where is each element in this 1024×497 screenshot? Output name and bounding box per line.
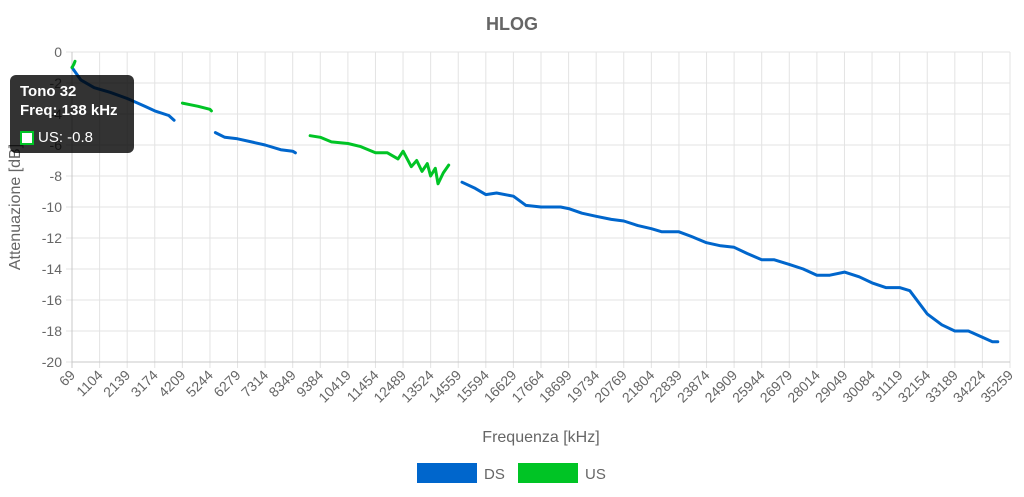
tooltip-row: US: -0.8 bbox=[20, 128, 124, 147]
x-tick-label: 3174 bbox=[128, 367, 161, 400]
series-line-us bbox=[70, 59, 77, 69]
legend-item-us[interactable]: US bbox=[518, 463, 606, 483]
y-tick-label: -14 bbox=[42, 261, 62, 277]
x-tick-label: 7314 bbox=[238, 367, 271, 400]
series-line-ds bbox=[460, 180, 1000, 344]
x-tick-label: 6279 bbox=[210, 367, 243, 400]
legend: DS US bbox=[417, 463, 606, 483]
x-tick-label: 4209 bbox=[155, 367, 188, 400]
series-line-us bbox=[180, 101, 213, 113]
tooltip: Tono 32 Freq: 138 kHz US: -0.8 bbox=[10, 75, 134, 153]
tooltip-value: US: -0.8 bbox=[38, 129, 94, 146]
x-tick-label: 30084 bbox=[839, 367, 878, 406]
tooltip-swatch-icon bbox=[20, 130, 34, 145]
x-tick-label: 8349 bbox=[265, 367, 298, 400]
tooltip-title: Tono 32 bbox=[20, 83, 77, 100]
series-line-us bbox=[308, 134, 451, 186]
y-tick-label: 0 bbox=[54, 44, 62, 60]
legend-label: US bbox=[585, 466, 606, 483]
y-tick-label: -8 bbox=[50, 168, 63, 184]
grid bbox=[66, 51, 1011, 368]
legend-swatch bbox=[417, 463, 477, 483]
legend-item-ds[interactable]: DS bbox=[417, 463, 505, 483]
x-axis-ticks: 6911042139317442095244627973148349938410… bbox=[56, 367, 1016, 406]
series-line-ds bbox=[213, 131, 297, 155]
legend-swatch bbox=[518, 463, 578, 483]
y-tick-label: -12 bbox=[42, 230, 62, 246]
x-tick-label: 1104 bbox=[73, 367, 106, 400]
y-tick-label: -18 bbox=[42, 323, 62, 339]
legend-label: DS bbox=[484, 466, 505, 483]
y-axis-label: Attenuazione [dB] bbox=[7, 144, 24, 270]
chart-title: HLOG bbox=[486, 14, 538, 34]
y-tick-label: -20 bbox=[42, 354, 62, 370]
x-tick-label: 5244 bbox=[183, 367, 216, 400]
tooltip-frequency: Freq: 138 kHz bbox=[20, 102, 118, 119]
y-tick-label: -10 bbox=[42, 199, 62, 215]
x-tick-label: 35259 bbox=[977, 367, 1016, 406]
x-axis-label: Frequenza [kHz] bbox=[482, 429, 599, 446]
y-tick-label: -16 bbox=[42, 292, 62, 308]
x-tick-label: 2139 bbox=[100, 367, 133, 400]
